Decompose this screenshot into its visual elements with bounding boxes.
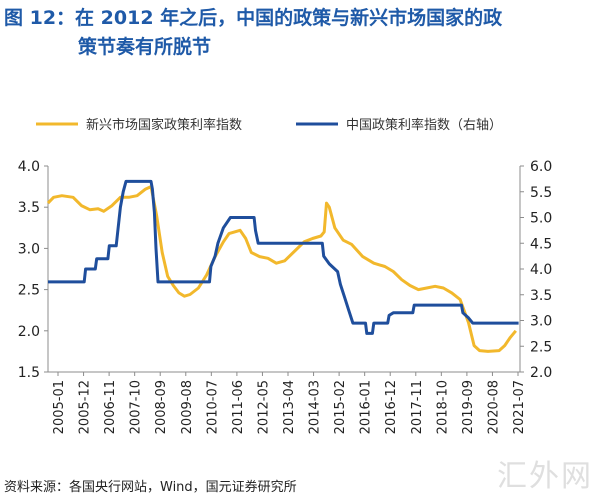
x-tick-label: 2005-12 — [78, 380, 93, 434]
y-right-tick-label: 4.5 — [530, 236, 552, 252]
x-tick-label: 2016-01 — [359, 380, 374, 434]
y-left-tick-label: 3.5 — [18, 200, 40, 216]
y-left-tick-label: 3.0 — [18, 241, 40, 257]
series-line-china — [48, 179, 519, 335]
y-right-tick-label: 3.5 — [530, 288, 552, 304]
source-note: 资料来源：各国央行网站，Wind，国元证券研究所 — [4, 480, 297, 495]
x-tick-label: 2010-07 — [205, 380, 220, 434]
y-left-tick-label: 4.0 — [18, 159, 40, 175]
legend-item-china-label: 中国政策利率指数（右轴） — [346, 117, 502, 133]
y-right-tick-label: 2.0 — [530, 365, 552, 381]
x-tick-label: 2008-09 — [154, 380, 169, 434]
x-tick-label: 2019-09 — [461, 380, 476, 434]
y-right-tick-label: 5.5 — [530, 185, 552, 201]
y-right-tick-label: 6.0 — [530, 159, 552, 175]
x-tick-label: 2012-05 — [256, 380, 271, 434]
x-tick-label: 2014-03 — [308, 380, 323, 434]
x-tick-label: 2017-11 — [410, 380, 425, 434]
x-tick-label: 2005-01 — [52, 380, 67, 434]
legend-item-emerging-markets-label: 新兴市场国家政策利率指数 — [86, 117, 242, 133]
y-right-tick-label: 3.0 — [530, 314, 552, 330]
y-right-tick-label: 4.0 — [530, 262, 552, 278]
y-left-tick-label: 2.0 — [18, 324, 40, 340]
x-tick-label: 2007-10 — [129, 380, 144, 434]
x-tick-label: 2009-08 — [180, 380, 195, 434]
x-tick-label: 2013-04 — [282, 380, 297, 434]
x-tick-label: 2018-10 — [435, 380, 450, 434]
y-right-tick-label: 5.0 — [530, 211, 552, 227]
y-left-tick-label: 2.5 — [18, 283, 40, 299]
series-line-emerging-markets — [46, 185, 517, 353]
x-tick-label: 2020-08 — [486, 380, 501, 434]
x-tick-label: 2006-11 — [103, 380, 118, 434]
x-tick-label: 2016-12 — [384, 380, 399, 434]
figure-title-line-2: 策节奏有所脱节 — [78, 36, 212, 58]
watermark-logo: 汇外网 — [497, 459, 593, 494]
y-left-tick-label: 1.5 — [18, 365, 40, 381]
figure-title: 图 12：在 2012 年之后，中国的政策与新兴市场国家的政 策节奏有所脱节 — [4, 4, 599, 62]
figure-title-line-1: 图 12：在 2012 年之后，中国的政策与新兴市场国家的政 — [4, 7, 503, 29]
x-tick-label: 2015-02 — [333, 380, 348, 434]
y-right-tick-label: 2.5 — [530, 339, 552, 355]
x-tick-label: 2011-06 — [231, 380, 246, 434]
x-tick-label: 2021-07 — [512, 380, 527, 434]
